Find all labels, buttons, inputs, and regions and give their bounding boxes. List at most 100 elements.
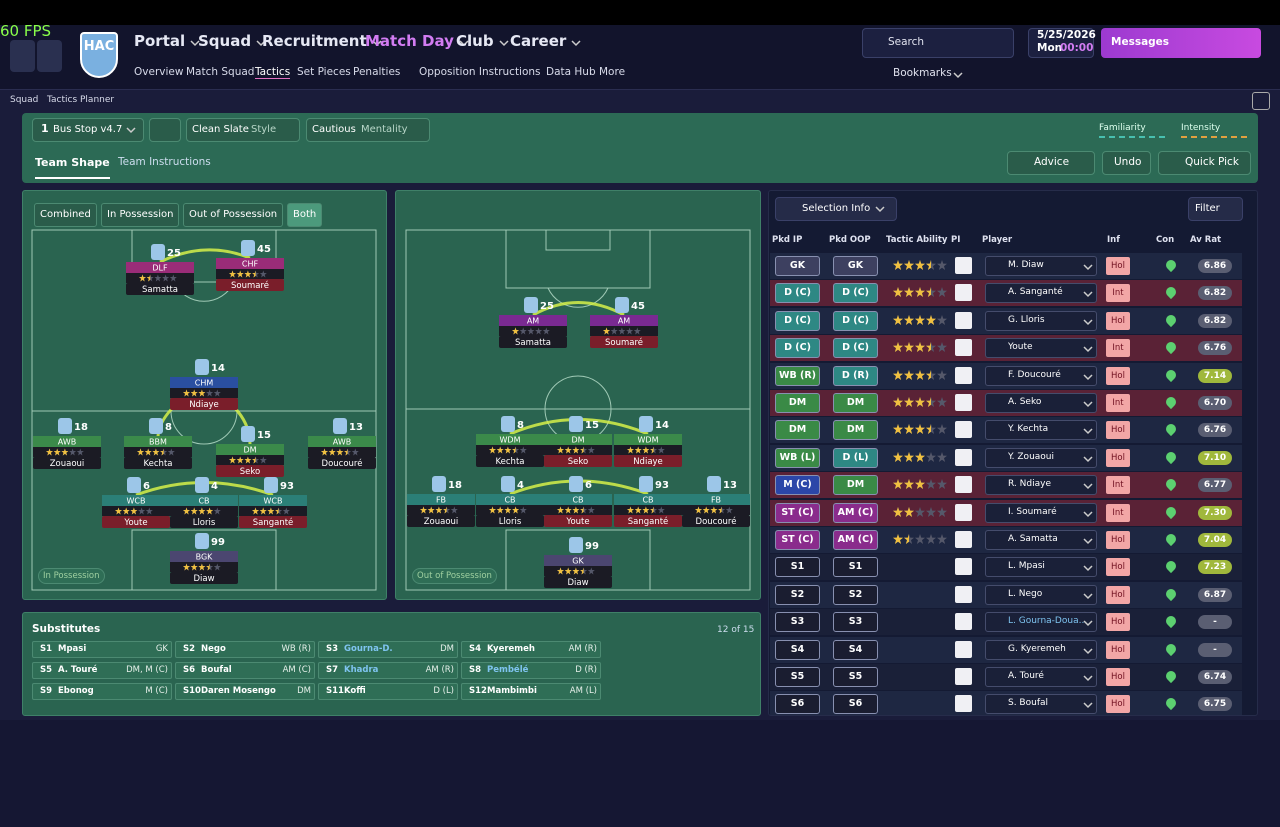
pi-button[interactable] bbox=[955, 476, 972, 494]
sub-menu-item[interactable]: More bbox=[599, 66, 626, 78]
substitute-slot[interactable] bbox=[32, 683, 172, 700]
role-pill[interactable]: D (C) bbox=[833, 338, 878, 359]
role-pill[interactable]: AM (C) bbox=[833, 502, 878, 523]
main-menu-item[interactable]: Match Day bbox=[365, 32, 454, 50]
substitute-slot[interactable] bbox=[32, 662, 172, 679]
column-header[interactable]: Pkd OOP bbox=[829, 235, 871, 245]
role-pill[interactable]: M (C) bbox=[775, 475, 820, 496]
column-header[interactable]: Con bbox=[1156, 235, 1175, 245]
selection-info-button[interactable] bbox=[775, 197, 897, 221]
pi-button[interactable] bbox=[955, 284, 972, 302]
forward-button[interactable] bbox=[37, 40, 62, 72]
substitute-slot[interactable] bbox=[461, 641, 601, 658]
back-button[interactable] bbox=[10, 40, 35, 72]
sub-menu-item[interactable]: Data Hub bbox=[546, 66, 596, 78]
pi-button[interactable] bbox=[955, 311, 972, 329]
pi-button[interactable] bbox=[955, 448, 972, 466]
toolbar-button[interactable] bbox=[1102, 151, 1151, 175]
role-pill[interactable]: D (C) bbox=[833, 283, 878, 304]
messages-button[interactable] bbox=[1101, 28, 1261, 58]
mode-button[interactable]: Combined bbox=[34, 203, 97, 227]
pi-button[interactable] bbox=[955, 585, 972, 603]
role-pill[interactable]: WB (R) bbox=[775, 365, 820, 386]
player-select[interactable] bbox=[985, 447, 1097, 468]
mode-button[interactable]: Both bbox=[287, 203, 323, 227]
mode-button[interactable]: In Possession bbox=[101, 203, 180, 227]
role-pill[interactable]: D (C) bbox=[775, 283, 820, 304]
tab[interactable]: Team Shape bbox=[35, 156, 110, 179]
role-pill[interactable]: AM (C) bbox=[833, 530, 878, 550]
column-header[interactable]: Tactic Ability bbox=[886, 235, 948, 245]
player-select[interactable] bbox=[985, 557, 1097, 578]
player-select[interactable] bbox=[985, 694, 1097, 715]
role-pill[interactable]: S1 bbox=[833, 557, 878, 578]
role-pill[interactable]: DM bbox=[833, 475, 878, 496]
player-select[interactable] bbox=[985, 338, 1097, 359]
messages-label[interactable]: Messages bbox=[1111, 36, 1170, 48]
substitute-slot[interactable] bbox=[318, 662, 458, 679]
player-select[interactable] bbox=[985, 502, 1097, 523]
pi-button[interactable] bbox=[955, 339, 972, 357]
tab[interactable]: Team Instructions bbox=[118, 156, 211, 168]
sub-menu-item[interactable]: Penalties bbox=[353, 66, 401, 78]
role-pill[interactable]: D (L) bbox=[833, 447, 878, 468]
pi-button[interactable] bbox=[955, 668, 972, 685]
role-pill[interactable]: S5 bbox=[775, 667, 820, 687]
role-pill[interactable]: DM bbox=[775, 420, 820, 441]
pi-button[interactable] bbox=[955, 613, 972, 631]
role-pill[interactable]: S2 bbox=[833, 584, 878, 605]
pi-button[interactable] bbox=[955, 695, 972, 713]
role-pill[interactable]: ST (C) bbox=[775, 502, 820, 523]
pi-button[interactable] bbox=[955, 640, 972, 658]
style-select[interactable] bbox=[186, 118, 300, 142]
column-header[interactable]: Inf bbox=[1107, 235, 1120, 245]
breadcrumb[interactable]: Squad bbox=[10, 95, 39, 105]
role-pill[interactable]: D (C) bbox=[775, 310, 820, 331]
pi-button[interactable] bbox=[955, 531, 972, 548]
role-pill[interactable]: S4 bbox=[833, 639, 878, 660]
player-select[interactable] bbox=[985, 639, 1097, 660]
main-menu-item[interactable]: Career bbox=[510, 32, 567, 50]
add-tactic[interactable] bbox=[149, 118, 181, 142]
role-pill[interactable]: GK bbox=[775, 256, 820, 276]
column-header[interactable]: Player bbox=[982, 235, 1013, 245]
bookmarks[interactable]: Bookmarks bbox=[893, 67, 952, 79]
toolbar-button[interactable] bbox=[1007, 151, 1095, 175]
role-pill[interactable]: S4 bbox=[775, 639, 820, 660]
column-header[interactable]: PI bbox=[951, 235, 961, 245]
role-pill[interactable]: S1 bbox=[775, 557, 820, 578]
substitute-slot[interactable] bbox=[32, 641, 172, 658]
column-header[interactable]: Av Rat bbox=[1190, 235, 1222, 245]
close-button[interactable] bbox=[1252, 92, 1270, 110]
player-select[interactable] bbox=[985, 612, 1097, 633]
player-select[interactable] bbox=[985, 310, 1097, 331]
substitute-slot[interactable] bbox=[175, 662, 315, 679]
role-pill[interactable]: D (C) bbox=[775, 338, 820, 359]
role-pill[interactable]: S6 bbox=[833, 694, 878, 715]
pi-button[interactable] bbox=[955, 421, 972, 439]
mentality-select[interactable] bbox=[306, 118, 430, 142]
role-pill[interactable]: GK bbox=[833, 256, 878, 276]
substitute-slot[interactable] bbox=[461, 662, 601, 679]
player-select[interactable] bbox=[985, 256, 1097, 276]
pi-button[interactable] bbox=[955, 558, 972, 576]
role-pill[interactable]: S6 bbox=[775, 694, 820, 715]
substitute-slot[interactable] bbox=[461, 683, 601, 700]
player-select[interactable] bbox=[985, 475, 1097, 496]
main-menu-item[interactable]: Squad bbox=[198, 32, 252, 50]
column-header[interactable]: Pkd IP bbox=[772, 235, 803, 245]
search-box[interactable] bbox=[862, 28, 1014, 58]
player-select[interactable] bbox=[985, 530, 1097, 550]
sub-menu-item[interactable]: Opposition Instructions bbox=[419, 66, 541, 78]
player-select[interactable] bbox=[985, 283, 1097, 304]
substitute-slot[interactable] bbox=[318, 641, 458, 658]
role-pill[interactable]: D (R) bbox=[833, 365, 878, 386]
player-select[interactable] bbox=[985, 667, 1097, 687]
player-select[interactable] bbox=[985, 365, 1097, 386]
substitute-slot[interactable] bbox=[175, 641, 315, 658]
filter-button[interactable] bbox=[1188, 197, 1243, 221]
player-select[interactable] bbox=[985, 420, 1097, 441]
player-select[interactable] bbox=[985, 584, 1097, 605]
role-pill[interactable]: DM bbox=[833, 420, 878, 441]
role-pill[interactable]: S3 bbox=[833, 612, 878, 633]
